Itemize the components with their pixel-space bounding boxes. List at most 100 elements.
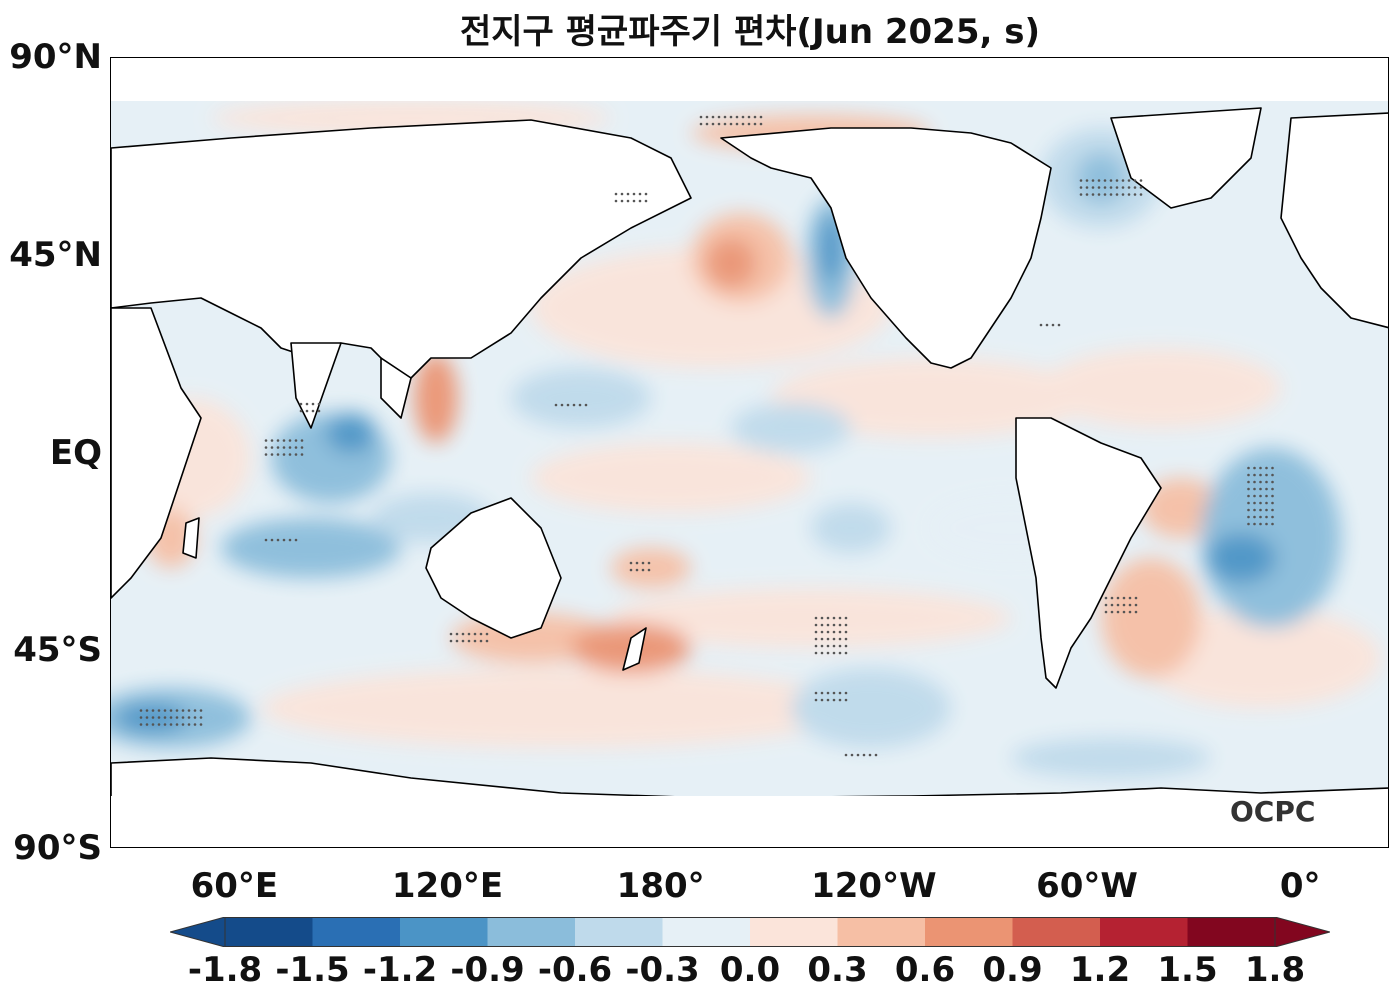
stipple-dot <box>735 122 739 126</box>
stipple-dot <box>1133 193 1137 196</box>
stipple-dot <box>163 709 167 712</box>
stipple-dot <box>1259 466 1262 470</box>
stipple-dot <box>1259 480 1262 484</box>
stipple-dot <box>199 723 203 726</box>
stipple-dot <box>814 623 818 627</box>
colorbar-segment <box>1187 917 1276 947</box>
colorbar-tick-label: 0.6 <box>894 950 956 990</box>
y-tick-label: 45°S <box>13 630 102 671</box>
y-tick-label: 90°S <box>13 828 102 868</box>
x-tick-label: 0° <box>1279 866 1321 906</box>
stipple-dot <box>641 568 645 572</box>
stipple-dot <box>1265 508 1268 512</box>
stipple-dot <box>1139 186 1143 189</box>
stipple-dot <box>832 630 836 634</box>
stipple-dot <box>635 568 639 572</box>
ocpc-logo: OCPC <box>1230 795 1316 828</box>
stipple-dot <box>1271 522 1274 526</box>
y-tick-label: 45°N <box>9 234 102 275</box>
stipple-dot <box>305 402 309 406</box>
stipple-dot <box>1122 603 1126 607</box>
stipple-dot <box>264 446 268 449</box>
stipple-dot <box>1247 501 1250 505</box>
stipple-dot <box>844 644 848 648</box>
stipple-dot <box>1253 487 1256 491</box>
y-tick-label: 90°N <box>9 37 102 77</box>
stipple-dot <box>288 453 292 456</box>
colorbar-segment <box>837 917 926 947</box>
anomaly-field <box>111 101 1381 778</box>
stipple-dot <box>1116 610 1120 614</box>
stipple-dot <box>641 561 645 565</box>
stipple-dot <box>832 637 836 641</box>
stipple-dot <box>1103 193 1107 196</box>
stipple-dot <box>1265 487 1268 491</box>
no-data-south <box>111 796 1388 847</box>
x-tick-label: 120°E <box>391 866 504 906</box>
stipple-dot <box>1103 186 1107 189</box>
colorbar-segment <box>225 917 313 947</box>
stipple-dot <box>1247 480 1250 484</box>
stipple-dot <box>1110 610 1114 614</box>
stipple-dot <box>1109 193 1113 196</box>
stipple-dot <box>1271 508 1274 512</box>
stipple-dot <box>844 698 848 702</box>
stipple-dot <box>647 561 651 565</box>
stipple-dot <box>838 623 842 627</box>
stipple-dot <box>632 192 636 196</box>
stipple-dot <box>820 698 824 702</box>
stipple-dot <box>832 651 836 655</box>
stipple-dot <box>1134 596 1138 600</box>
stipple-dot <box>814 616 818 620</box>
stipple-dot <box>1091 193 1095 196</box>
colorbar-extend-low <box>170 917 226 947</box>
y-tick-label: EQ <box>49 432 102 473</box>
stipple-dot <box>270 439 274 442</box>
stipple-dot <box>1122 610 1126 614</box>
stipple-dot <box>1139 193 1143 196</box>
stipple-dot <box>1271 466 1274 470</box>
stipple-dot <box>1116 603 1120 607</box>
stipple-dot <box>1109 179 1113 182</box>
stipple-dot <box>1104 596 1108 600</box>
stipple-dot <box>620 199 624 203</box>
colorbar-segment <box>312 917 401 947</box>
stipple-dot <box>1115 193 1119 196</box>
stipple-dot <box>832 691 836 695</box>
stipple-dot <box>1057 323 1061 327</box>
stipple-dot <box>820 616 824 620</box>
stipple-dot <box>1271 473 1274 477</box>
stipple-dot <box>844 616 848 620</box>
stipple-dot <box>814 637 818 641</box>
stipple-dot <box>820 651 824 655</box>
stipple-dot <box>479 632 483 636</box>
stipple-dot <box>1079 179 1083 182</box>
stipple-dot <box>632 199 636 203</box>
stipple-dot <box>705 115 709 119</box>
stipple-dot <box>814 698 818 702</box>
stipple-dot <box>1121 186 1125 189</box>
stipple-dot <box>826 623 830 627</box>
stipple-dot <box>311 402 315 406</box>
stipple-dot <box>294 453 298 456</box>
stipple-dot <box>826 616 830 620</box>
stipple-dot <box>139 709 143 712</box>
stipple-dot <box>276 453 280 456</box>
stipple-dot <box>554 403 558 407</box>
colorbar-tick-label: 0.3 <box>807 950 868 990</box>
stipple-dot <box>1134 610 1138 614</box>
stipple-dot <box>1128 610 1132 614</box>
stipple-dot <box>175 716 179 719</box>
stipple-dot <box>282 453 286 456</box>
stipple-dot <box>1085 179 1089 182</box>
stipple-dot <box>467 639 471 643</box>
stipple-dot <box>1253 522 1256 526</box>
colorbar-tick-label: -0.9 <box>450 950 525 990</box>
stipple-dot <box>1110 596 1114 600</box>
stipple-dot <box>838 644 842 648</box>
stipple-dot <box>151 716 155 719</box>
stipple-dot <box>1253 480 1256 484</box>
stipple-dot <box>449 632 453 636</box>
stipple-dot <box>838 698 842 702</box>
stipple-dot <box>820 644 824 648</box>
